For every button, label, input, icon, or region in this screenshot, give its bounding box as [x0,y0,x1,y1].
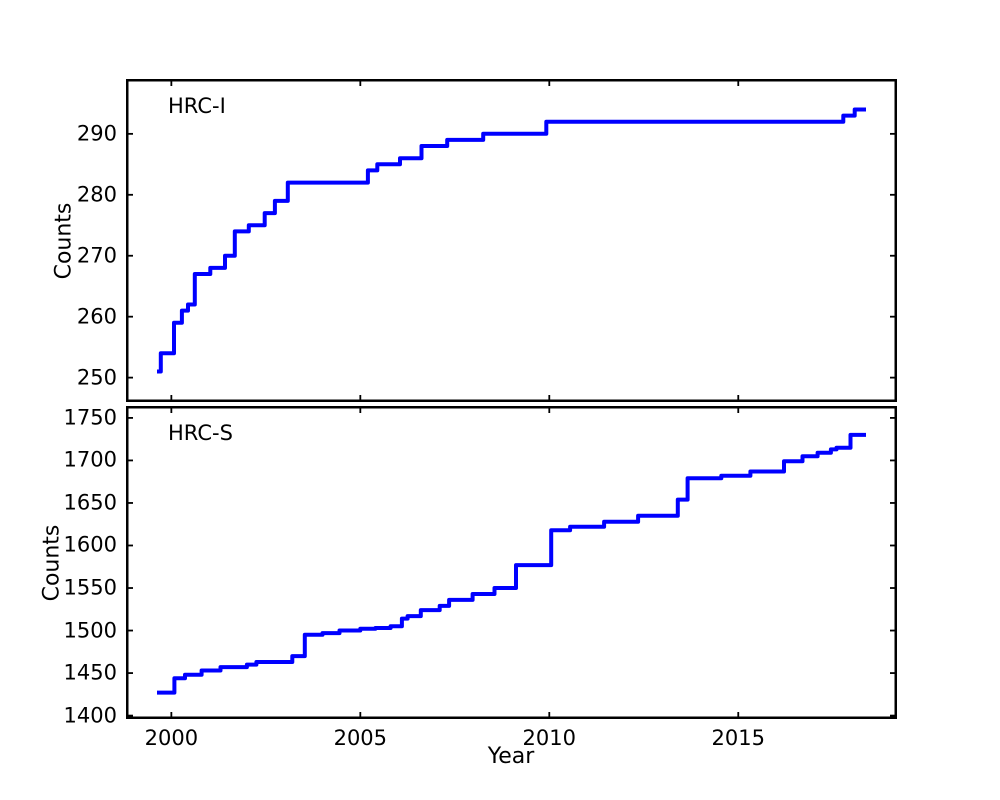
y-tick-label: 1450 [63,660,117,685]
hrc-i-line-chart [126,79,897,402]
hrc-s-line-chart [126,406,897,719]
x-tick-label: 2010 [522,726,577,750]
plot-frame [126,406,897,719]
y-tick-label: 250 [76,365,117,390]
hrc-s-plot: HRC-S Counts 1400 1450 1500 1550 1600 1650 170… [40,406,897,749]
y-tick-label: 260 [76,304,117,329]
data-line-hrc-s [157,432,866,695]
y-tick-label: 1750 [63,405,117,430]
y-tick-label: 1600 [63,532,117,557]
y-tick-label: 1550 [63,575,117,600]
y-tick-label: 280 [76,182,117,207]
y-tick-label: 1500 [63,618,117,643]
x-tick-label: 2000 [144,726,199,750]
data-line-hrc-i [157,107,866,374]
y-tick-label: 1700 [63,447,117,472]
y-tick-label: 290 [76,121,117,146]
x-tick-label: 2005 [333,726,388,750]
hrc-i-plot: HRC-I Counts 250 260 270 280 290 [52,79,897,402]
x-tick-label: 2015 [711,726,765,750]
hrc-i-annotation: HRC-I [168,94,226,118]
x-axis-label: Year [487,744,535,769]
hrc-s-annotation: HRC-S [168,421,233,445]
plot-frame [126,79,897,402]
hrc-s-y-axis-label: Counts [39,524,65,601]
y-tick-label: 270 [76,243,117,268]
y-tick-label: 1400 [63,703,117,728]
hrc-i-y-axis-label: Counts [51,202,77,279]
y-tick-label: 1650 [63,490,117,515]
